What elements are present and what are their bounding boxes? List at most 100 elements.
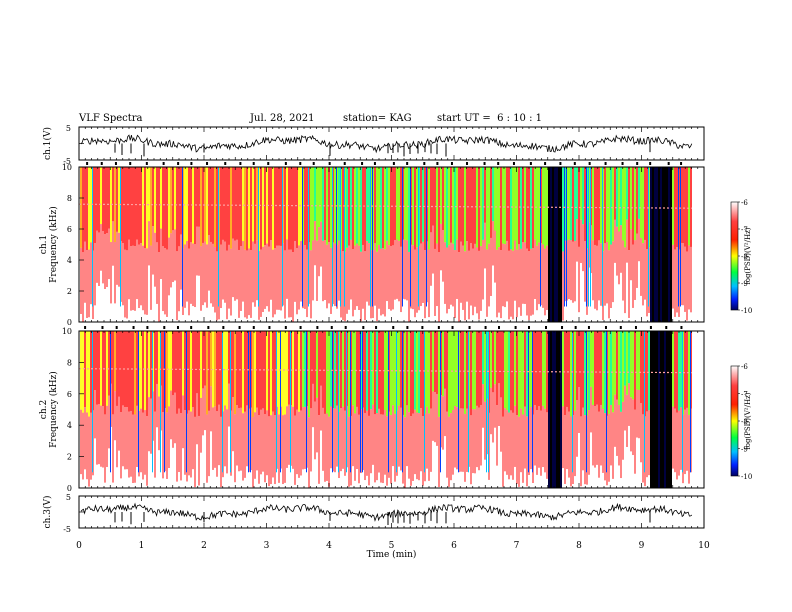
spectrogram-column xyxy=(604,413,606,481)
time-marker xyxy=(222,326,225,329)
spectrogram-column xyxy=(644,331,645,473)
spectrogram-column xyxy=(166,249,168,317)
spectrogram-column xyxy=(416,247,418,313)
time-marker xyxy=(423,162,426,165)
spectrogram-column xyxy=(210,386,212,432)
spectrogram-column xyxy=(198,167,200,227)
spectrogram-column xyxy=(176,413,178,482)
colorbar-label: log(PSD)(V²/Hz) xyxy=(744,227,752,284)
time-marker xyxy=(484,326,487,329)
spectrogram-column xyxy=(94,243,96,306)
spectrogram-column xyxy=(268,416,270,487)
spectrogram-column xyxy=(562,331,564,407)
spectrogram-column xyxy=(186,331,187,473)
spectrogram-column xyxy=(686,167,688,252)
spectrogram-column xyxy=(638,331,640,390)
spectrogram-column xyxy=(542,167,544,245)
spectrogram-column xyxy=(432,225,434,274)
spectrogram-column xyxy=(314,221,316,266)
spectrogram-column xyxy=(340,167,341,307)
spectrogram-column xyxy=(148,397,150,452)
spectrogram-column xyxy=(322,331,324,408)
spectrogram-column xyxy=(548,331,550,488)
spectrogram-column xyxy=(636,389,638,438)
spectrogram-column xyxy=(268,246,270,312)
time-marker xyxy=(316,326,319,329)
spectrogram-column xyxy=(280,167,282,246)
spectrogram-column xyxy=(600,331,602,405)
spectrogram-column xyxy=(520,331,522,409)
spectrogram-column xyxy=(118,232,120,287)
spectrogram-column xyxy=(278,245,280,310)
spectrogram-column xyxy=(352,249,354,317)
spectrogram-column xyxy=(134,167,136,247)
spectrogram-column xyxy=(254,243,256,307)
spectrogram-column xyxy=(206,331,208,415)
spectrogram-column xyxy=(172,331,174,396)
spectrogram-column xyxy=(398,405,400,467)
spectrogram-column xyxy=(250,249,252,318)
spectrogram-column xyxy=(632,244,634,308)
spectrogram-column xyxy=(206,167,208,245)
spectrogram-column xyxy=(470,167,472,244)
spectrogram-column xyxy=(398,240,400,302)
spectrogram-column xyxy=(358,245,360,311)
spectrogram-column xyxy=(580,219,582,264)
spectrogram-column xyxy=(424,167,426,251)
spectrogram-column xyxy=(316,331,318,398)
spectrogram-column xyxy=(282,167,283,307)
spectrogram-column xyxy=(124,249,126,318)
spectrogram-column xyxy=(448,416,450,487)
spectrogram-column xyxy=(180,413,182,481)
spectrogram-column xyxy=(504,167,506,245)
spectrogram-column xyxy=(594,167,596,245)
spectrogram-column xyxy=(544,331,546,409)
time-marker xyxy=(190,326,193,329)
spectrogram-column xyxy=(162,167,164,247)
spectrogram-column xyxy=(538,331,540,407)
spectrogram-column xyxy=(100,224,102,271)
spectrogram-column xyxy=(430,232,432,286)
spectrogram-column xyxy=(510,410,512,476)
spectrogram-column xyxy=(408,251,410,322)
spectrogram-column xyxy=(404,417,406,488)
spectrogram-column xyxy=(82,167,84,253)
spectrogram-column xyxy=(636,167,638,234)
spectrogram-column xyxy=(392,405,394,467)
spectrogram-column xyxy=(516,249,518,318)
spectrogram-column xyxy=(154,167,156,233)
spectrogram-column xyxy=(378,244,380,309)
spectrogram-column xyxy=(462,331,464,409)
spectrogram-column xyxy=(482,239,484,300)
spectrogram-column xyxy=(190,331,192,412)
spectrogram-column xyxy=(622,240,624,301)
spectrogram-column xyxy=(182,395,184,449)
spectrogram-column xyxy=(668,167,670,322)
spectrogram-column xyxy=(192,167,194,244)
spectrogram-column xyxy=(366,241,368,302)
spectrogram-column xyxy=(558,167,560,322)
y-axis-label: ch.3(V) xyxy=(42,496,53,529)
spectrogram-column xyxy=(272,411,274,478)
spectrogram-column xyxy=(246,167,248,251)
spectrogram-column xyxy=(122,243,124,306)
spectrogram-column xyxy=(244,411,246,478)
colorbar-tick-label: -10 xyxy=(741,473,752,481)
spectrogram-column xyxy=(270,415,272,485)
spectrogram-column xyxy=(522,242,524,304)
spectrogram-column xyxy=(84,167,86,242)
spectrogram-column xyxy=(192,243,194,307)
spectrogram-column xyxy=(468,331,469,473)
spectrogram-column xyxy=(606,167,608,243)
spectrogram-column xyxy=(484,331,486,402)
spectrogram-column xyxy=(482,167,484,240)
spectrogram-column xyxy=(644,239,646,300)
spectrogram-column xyxy=(350,167,352,240)
spectrogram-column xyxy=(344,410,346,476)
spectrogram-column xyxy=(570,167,572,241)
spectrogram-column xyxy=(674,331,676,409)
spectrogram-column xyxy=(224,167,226,242)
spectrogram-column xyxy=(364,251,366,321)
spectrogram-column xyxy=(454,167,456,251)
spectrogram-column xyxy=(532,331,533,473)
